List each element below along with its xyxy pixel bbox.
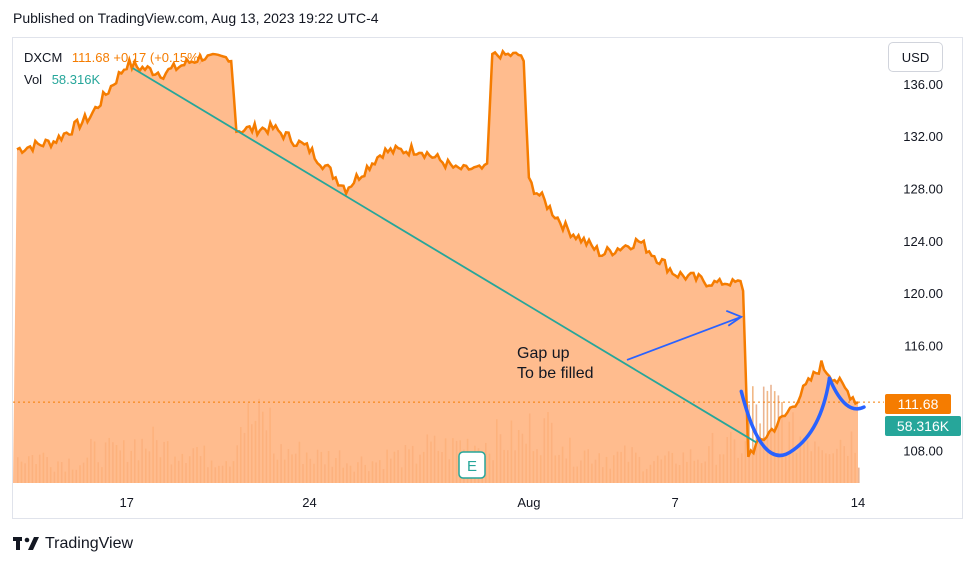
price-axis[interactable]: 108.00 116.00 120.00 124.00 128.00 132.00 136.…	[903, 77, 943, 458]
price-tick-label: 128.00	[903, 182, 943, 197]
earnings-badge[interactable]: E	[458, 451, 486, 479]
handle-curve[interactable]	[827, 376, 866, 411]
legend-price-row: DXCM 111.68 +0.17 (+0.15%)	[24, 47, 203, 69]
time-tick-label: 14	[851, 495, 865, 510]
time-tick-label: 17	[119, 495, 133, 510]
volume-badge: 58.316K	[885, 416, 961, 436]
legend-volume-row: Vol 58.316K	[24, 69, 203, 91]
arrow-head	[725, 309, 744, 327]
time-tick-label: Aug	[517, 495, 540, 510]
tradingview-logo-text: TradingView	[45, 535, 134, 552]
arrow-shaft	[626, 315, 742, 361]
volume-badge-label: 58.316K	[897, 418, 950, 434]
annotation-line1[interactable]: Gap up	[517, 345, 570, 362]
legend-volume-value: 58.316K	[51, 72, 101, 87]
hand-drawn-curves[interactable]	[739, 376, 866, 458]
legend: DXCM 111.68 +0.17 (+0.15%) Vol 58.316K	[24, 47, 203, 91]
price-tick-label: 132.00	[903, 129, 943, 144]
volume-bar	[858, 467, 860, 483]
currency-button[interactable]: USD	[888, 42, 943, 72]
legend-symbol[interactable]: DXCM	[24, 50, 63, 65]
published-caption: Published on TradingView.com, Aug 13, 20…	[13, 10, 379, 26]
gap-arrow[interactable]	[626, 309, 744, 361]
tradingview-logo-icon	[13, 537, 39, 550]
price-tick-label: 108.00	[903, 443, 943, 458]
legend-volume-label[interactable]: Vol	[24, 72, 43, 87]
price-tick-label: 124.00	[903, 234, 943, 249]
price-line	[16, 48, 859, 458]
time-tick-label: 7	[672, 495, 679, 510]
tradingview-logo[interactable]: TradingView	[13, 535, 133, 553]
trendline[interactable]	[132, 67, 757, 444]
annotation-line2[interactable]: To be filled	[517, 365, 594, 382]
volume-bar	[762, 386, 765, 483]
cup-curve[interactable]	[739, 376, 832, 458]
earnings-badge-label: E	[467, 458, 477, 475]
time-tick-label: 24	[302, 495, 316, 510]
time-axis[interactable]: 17 24 Aug 7 14	[119, 495, 865, 510]
price-badge-label: 111.68	[898, 396, 939, 412]
volume-bar	[752, 386, 754, 483]
chart-frame	[12, 37, 963, 519]
price-area	[13, 51, 858, 483]
price-tick-label: 136.00	[903, 77, 943, 92]
price-tick-label: 120.00	[903, 286, 943, 301]
legend-change: +0.17 (+0.15%)	[113, 50, 203, 65]
legend-price: 111.68	[71, 50, 110, 65]
price-badge: 111.68	[885, 394, 951, 414]
price-tick-label: 116.00	[904, 339, 943, 354]
